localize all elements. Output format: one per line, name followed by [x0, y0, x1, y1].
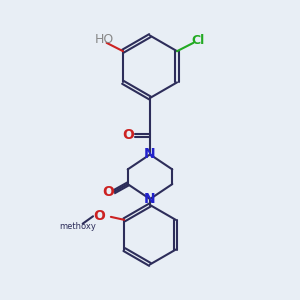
Text: O: O	[102, 184, 114, 199]
Text: O: O	[123, 128, 134, 142]
Text: O: O	[93, 209, 105, 223]
Text: N: N	[144, 192, 156, 206]
Text: Cl: Cl	[192, 34, 205, 47]
Text: HO: HO	[95, 33, 114, 46]
Text: methoxy: methoxy	[59, 222, 96, 231]
Text: N: N	[144, 148, 156, 161]
